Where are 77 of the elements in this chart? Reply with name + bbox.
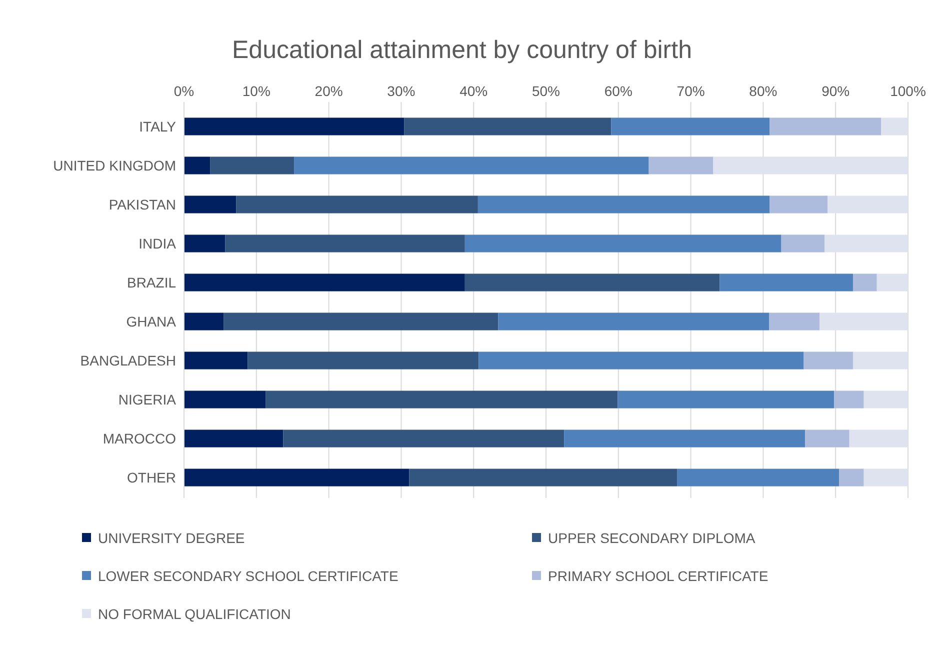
x-tick-label: 100% <box>890 83 926 99</box>
bar <box>834 390 864 408</box>
x-tick-label: 80% <box>749 83 778 99</box>
x-tick-label: 30% <box>387 83 416 99</box>
bar <box>404 118 612 136</box>
bar <box>409 468 678 486</box>
y-tick-label: GHANA <box>126 313 177 330</box>
bar <box>184 390 266 408</box>
bar <box>781 234 825 252</box>
bar <box>713 156 908 174</box>
y-tick-label: PAKISTAN <box>108 196 176 212</box>
bar <box>611 118 770 136</box>
bar <box>852 274 877 292</box>
y-tick-label: ITALY <box>139 118 177 134</box>
legend-label: PRIMARY SCHOOL CERTIFICATE <box>548 568 768 584</box>
x-tick-label: 50% <box>532 83 560 99</box>
bar <box>648 156 714 174</box>
bar <box>184 234 226 252</box>
bar <box>768 312 820 330</box>
bar <box>770 118 882 136</box>
bar <box>184 196 236 214</box>
bar <box>224 312 498 330</box>
y-tick-label: NIGERIA <box>118 391 177 408</box>
y-tick-label: BANGLADESH <box>80 352 176 368</box>
bar <box>184 430 284 448</box>
bar <box>804 352 853 370</box>
bar <box>881 118 908 136</box>
y-tick-label: UNITED KINGDOM <box>53 157 176 174</box>
bar <box>184 352 248 370</box>
bar <box>184 118 404 136</box>
chart-title: Educational attainment by country of birth <box>232 36 692 64</box>
bar <box>225 234 465 252</box>
x-tick-label: 90% <box>822 83 850 99</box>
bar <box>805 430 850 448</box>
bar <box>464 234 782 252</box>
bar <box>618 390 834 408</box>
bar <box>770 196 828 214</box>
x-tick-label: 20% <box>314 83 343 99</box>
bar <box>849 430 908 448</box>
bar <box>876 274 908 292</box>
bar <box>852 352 908 370</box>
bar <box>564 430 806 448</box>
bar <box>720 274 853 292</box>
bar <box>864 390 908 408</box>
bar <box>839 468 864 486</box>
bar <box>184 274 465 292</box>
bar <box>498 312 769 330</box>
x-tick-label: 10% <box>242 83 270 99</box>
bar <box>864 468 908 486</box>
bar <box>677 468 840 486</box>
legend-label: LOWER SECONDARY SCHOOL CERTIFICATE <box>98 568 398 584</box>
legend-label: UNIVERSITY DEGREE <box>98 530 245 546</box>
x-tick-label: 60% <box>604 83 632 99</box>
bar <box>266 390 618 408</box>
x-tick-label: 0% <box>174 83 194 99</box>
bar <box>464 274 720 292</box>
legend-label: NO FORMAL QUALIFICATION <box>98 606 291 622</box>
bar <box>820 312 908 330</box>
bar <box>828 196 908 214</box>
y-tick-label: INDIA <box>138 235 177 252</box>
bar <box>294 156 649 174</box>
bar <box>283 430 564 448</box>
bar <box>236 196 478 214</box>
bar <box>478 196 770 214</box>
bar <box>184 156 210 174</box>
x-tick-label: 70% <box>676 83 705 99</box>
y-tick-label: OTHER <box>127 469 176 486</box>
bar <box>210 156 294 174</box>
bar <box>184 468 410 486</box>
bar <box>824 234 908 252</box>
y-tick-label: BRAZIL <box>126 274 176 290</box>
bar <box>248 352 479 370</box>
y-tick-label: MAROCCO <box>102 430 176 446</box>
x-tick-label: 40% <box>460 83 488 99</box>
bar <box>478 352 804 370</box>
legend-label: UPPER SECONDARY DIPLOMA <box>548 530 756 546</box>
bar <box>184 312 224 330</box>
